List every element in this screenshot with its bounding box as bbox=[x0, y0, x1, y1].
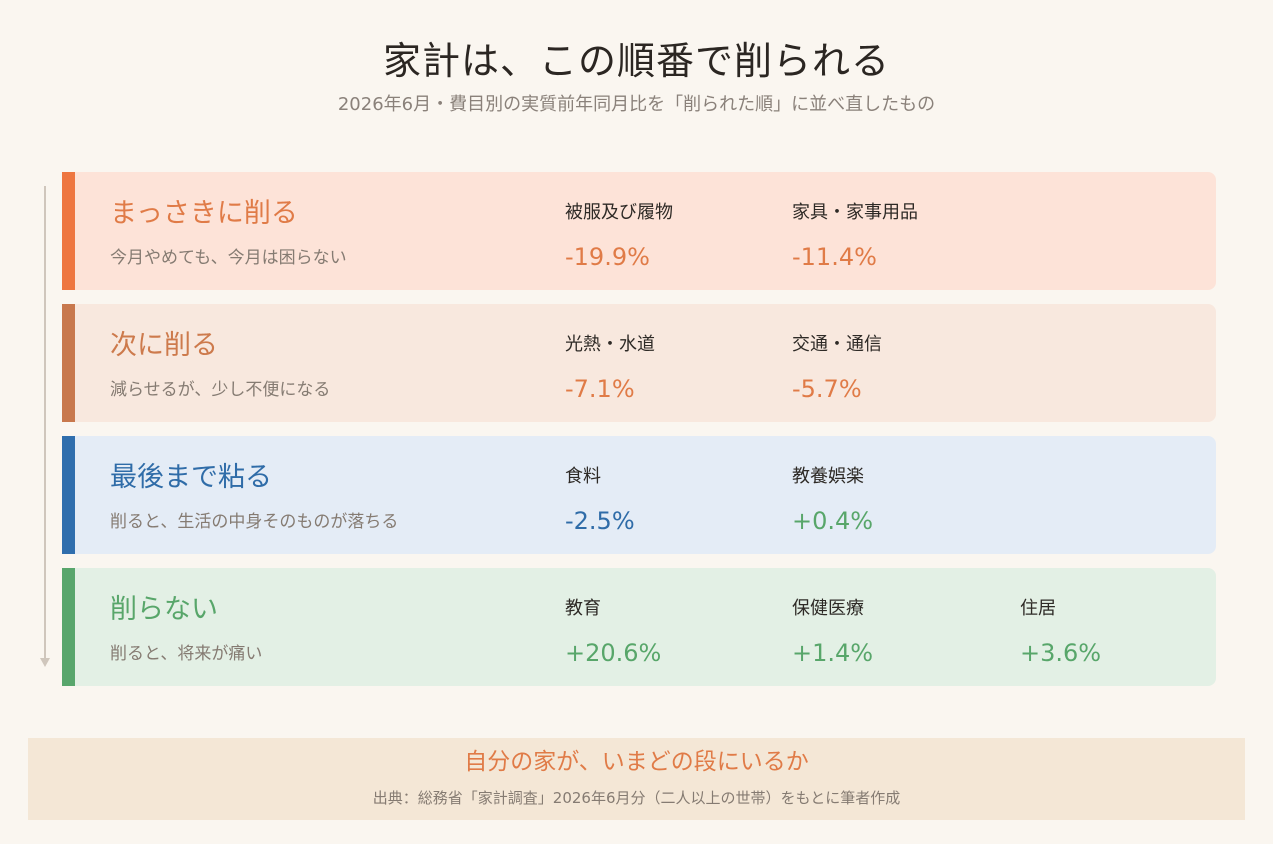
expense-label: 教育 bbox=[565, 598, 601, 619]
expense-label: 被服及び履物 bbox=[565, 202, 673, 223]
tier-description: 削ると、将来が痛い bbox=[110, 644, 263, 664]
expense-item: 教育 +20.6% bbox=[565, 596, 785, 668]
expense-label: 教養娯楽 bbox=[792, 466, 864, 487]
expense-label: 家具・家事用品 bbox=[792, 202, 918, 223]
expense-value: -2.5% bbox=[565, 507, 635, 535]
expense-item: 住居 +3.6% bbox=[1020, 596, 1216, 668]
expense-value: -5.7% bbox=[792, 375, 862, 403]
source-note: 出典：総務省「家計調査」2026年6月分（二人以上の世帯）をもとに筆者作成 bbox=[372, 789, 901, 807]
expense-value: +0.4% bbox=[792, 507, 874, 535]
expense-value: +20.6% bbox=[565, 639, 662, 667]
tier-description: 減らせるが、少し不便になる bbox=[110, 380, 331, 400]
tier-name: 最後まで粘る bbox=[110, 462, 272, 493]
order-arrow-line bbox=[44, 186, 46, 660]
page-title: 家計は、この順番で削られる bbox=[382, 39, 890, 83]
footer-question: 自分の家が、いまどの段にいるか bbox=[464, 749, 809, 775]
tier-color-bar bbox=[62, 304, 75, 422]
tier-name: 次に削る bbox=[110, 330, 218, 361]
expense-label: 光熱・水道 bbox=[565, 334, 655, 355]
tier-color-bar bbox=[62, 436, 75, 554]
tier-name: 削らない bbox=[110, 594, 218, 625]
tier-hold-out: 最後まで粘る 削ると、生活の中身そのものが落ちる 食料 -2.5% 教養娯楽 +… bbox=[62, 436, 1216, 554]
expense-label: 住居 bbox=[1020, 598, 1056, 619]
expense-item: 家具・家事用品 -11.4% bbox=[792, 200, 1012, 272]
tier-cut-first: まっさきに削る 今月やめても、今月は困らない 被服及び履物 -19.9% 家具・… bbox=[62, 172, 1216, 290]
expense-value: -7.1% bbox=[565, 375, 635, 403]
expense-item: 光熱・水道 -7.1% bbox=[565, 332, 785, 404]
tier-name: まっさきに削る bbox=[110, 198, 298, 229]
tier-never-cut: 削らない 削ると、将来が痛い 教育 +20.6% 保健医療 +1.4% 住居 +… bbox=[62, 568, 1216, 686]
expense-value: -11.4% bbox=[792, 243, 877, 271]
tier-color-bar bbox=[62, 172, 75, 290]
expense-label: 食料 bbox=[565, 466, 601, 487]
footer: 自分の家が、いまどの段にいるか 出典：総務省「家計調査」2026年6月分（二人以… bbox=[28, 738, 1245, 820]
tier-description: 削ると、生活の中身そのものが落ちる bbox=[110, 512, 399, 532]
expense-item: 教養娯楽 +0.4% bbox=[792, 464, 1012, 536]
arrow-down-icon bbox=[40, 658, 50, 667]
expense-item: 被服及び履物 -19.9% bbox=[565, 200, 785, 272]
expense-value: -19.9% bbox=[565, 243, 650, 271]
expense-value: +1.4% bbox=[792, 639, 874, 667]
expense-label: 保健医療 bbox=[792, 598, 864, 619]
expense-item: 食料 -2.5% bbox=[565, 464, 785, 536]
expense-label: 交通・通信 bbox=[792, 334, 882, 355]
expense-item: 交通・通信 -5.7% bbox=[792, 332, 1012, 404]
tier-cut-next: 次に削る 減らせるが、少し不便になる 光熱・水道 -7.1% 交通・通信 -5.… bbox=[62, 304, 1216, 422]
tier-description: 今月やめても、今月は困らない bbox=[110, 248, 347, 268]
page-subtitle: 2026年6月・費目別の実質前年同月比を「削られた順」に並べ直したもの bbox=[337, 94, 936, 115]
tier-color-bar bbox=[62, 568, 75, 686]
expense-item: 保健医療 +1.4% bbox=[792, 596, 1012, 668]
expense-value: +3.6% bbox=[1020, 639, 1102, 667]
